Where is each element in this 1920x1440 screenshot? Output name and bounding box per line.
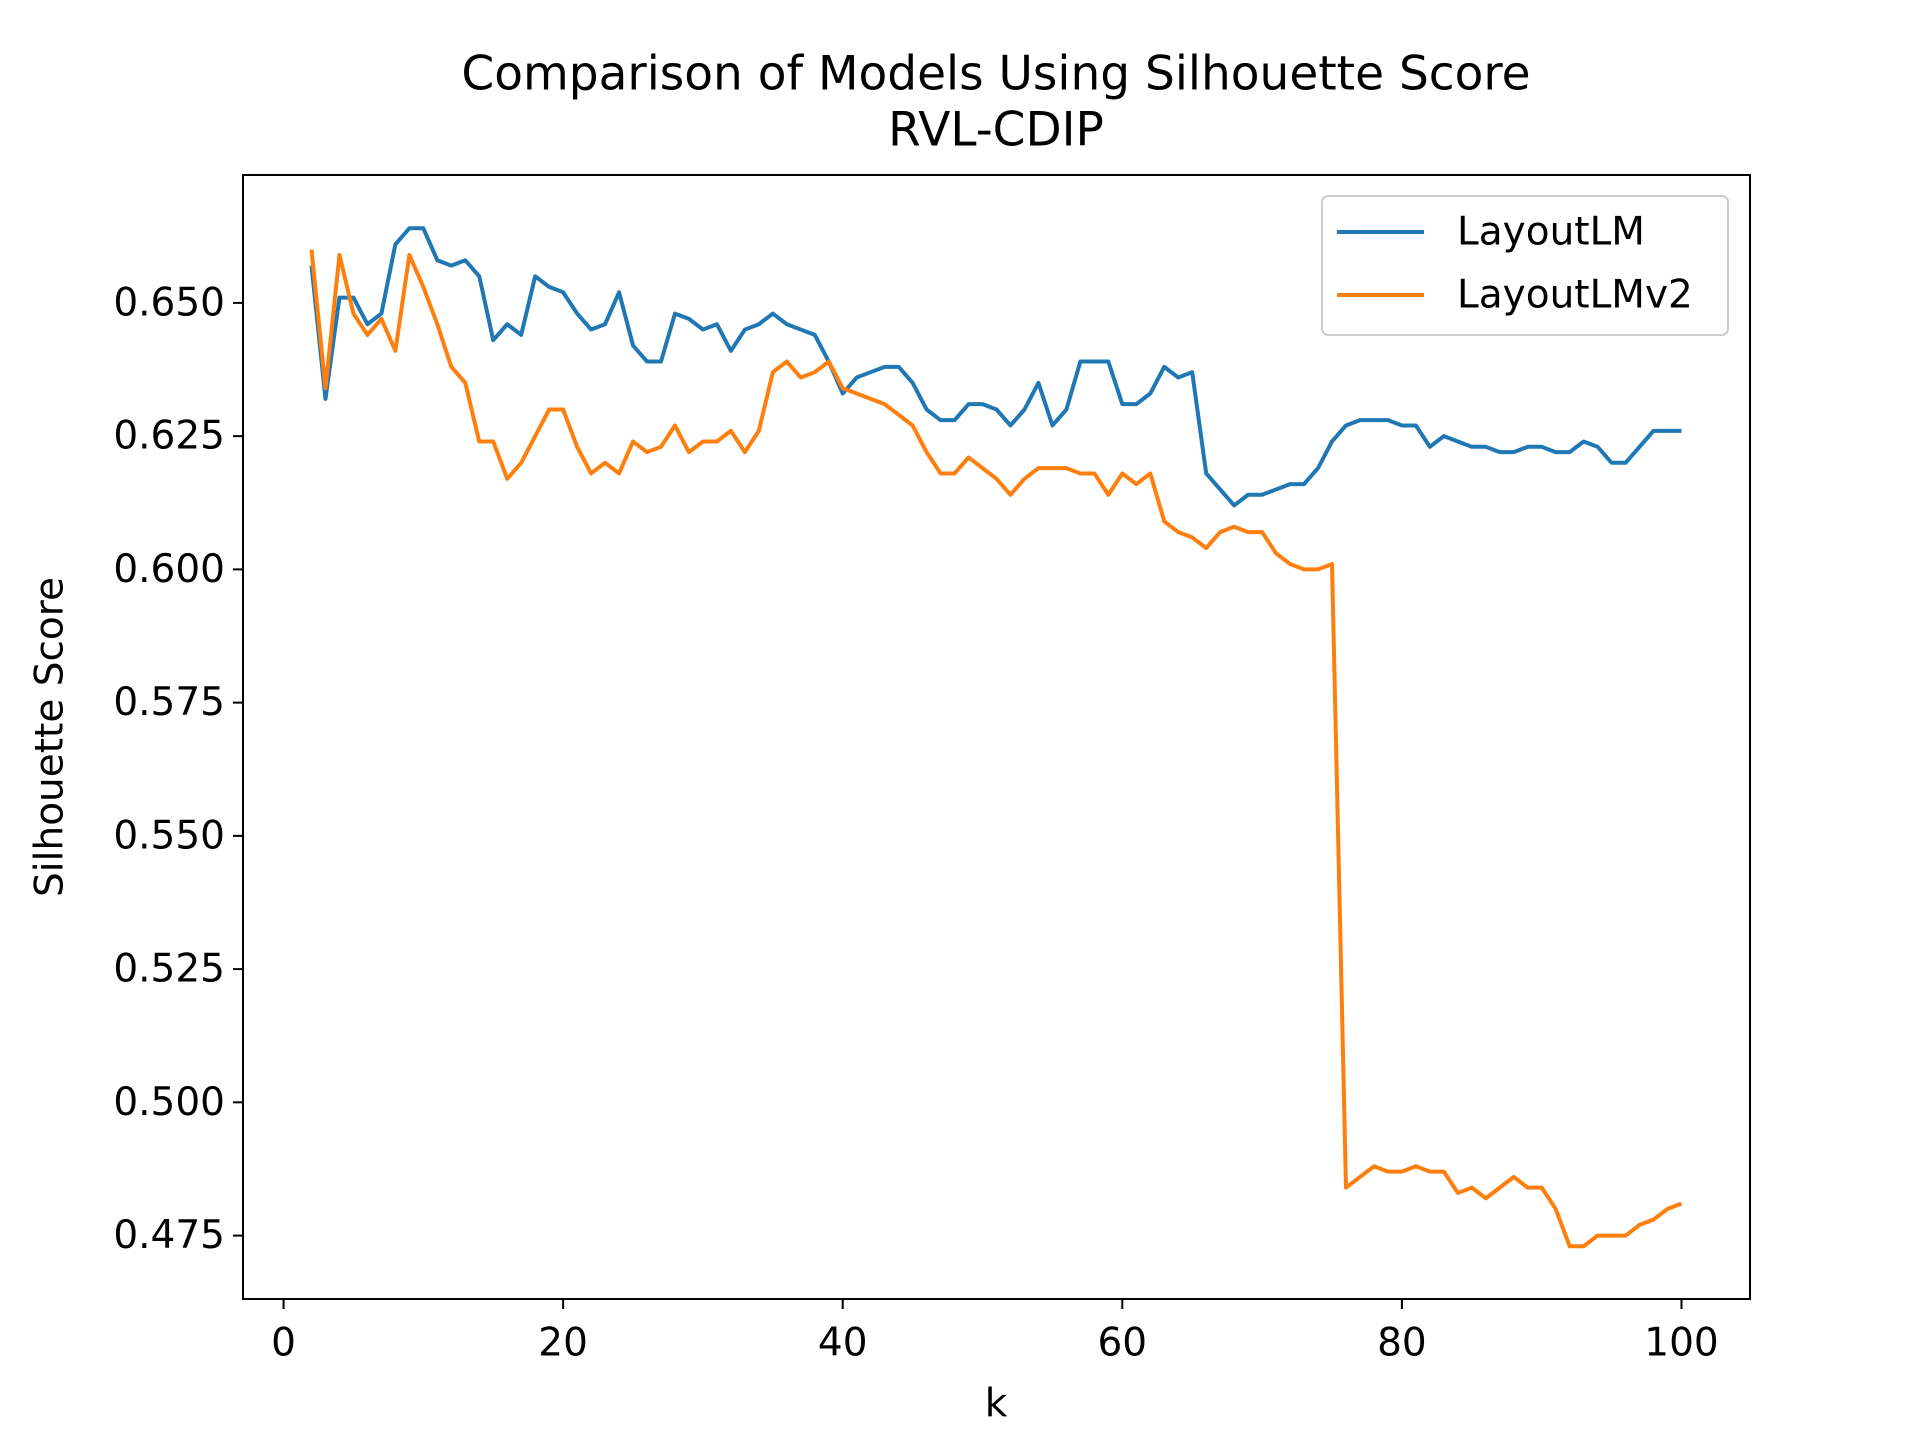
x-tick-label: 40 (818, 1321, 868, 1366)
x-tick-label: 60 (1097, 1321, 1147, 1366)
y-tick-label: 0.525 (113, 947, 225, 992)
legend-label: LayoutLM (1457, 210, 1645, 255)
x-tick-label: 0 (271, 1321, 296, 1366)
y-tick-label: 0.500 (113, 1080, 225, 1125)
legend-label: LayoutLMv2 (1457, 273, 1693, 318)
y-tick-label: 0.650 (113, 280, 225, 325)
x-tick-label: 20 (538, 1321, 588, 1366)
line-series (309, 249, 1683, 1249)
y-tick-label: 0.475 (113, 1213, 225, 1258)
y-tick-label: 0.550 (113, 813, 225, 858)
x-tick-label: 80 (1377, 1321, 1427, 1366)
chart-title: Comparison of Models Using Silhouette Sc… (461, 47, 1530, 102)
x-tick-label: 100 (1644, 1321, 1718, 1366)
y-tick-label: 0.600 (113, 547, 225, 592)
y-tick-label: 0.625 (113, 414, 225, 459)
plot-frame (242, 174, 1751, 1300)
line-series (309, 226, 1682, 508)
y-axis-label: Silhouette Score (28, 577, 73, 897)
x-axis-label: k (985, 1382, 1008, 1427)
y-tick-label: 0.575 (113, 680, 225, 725)
chart-subtitle: RVL-CDIP (888, 103, 1104, 158)
